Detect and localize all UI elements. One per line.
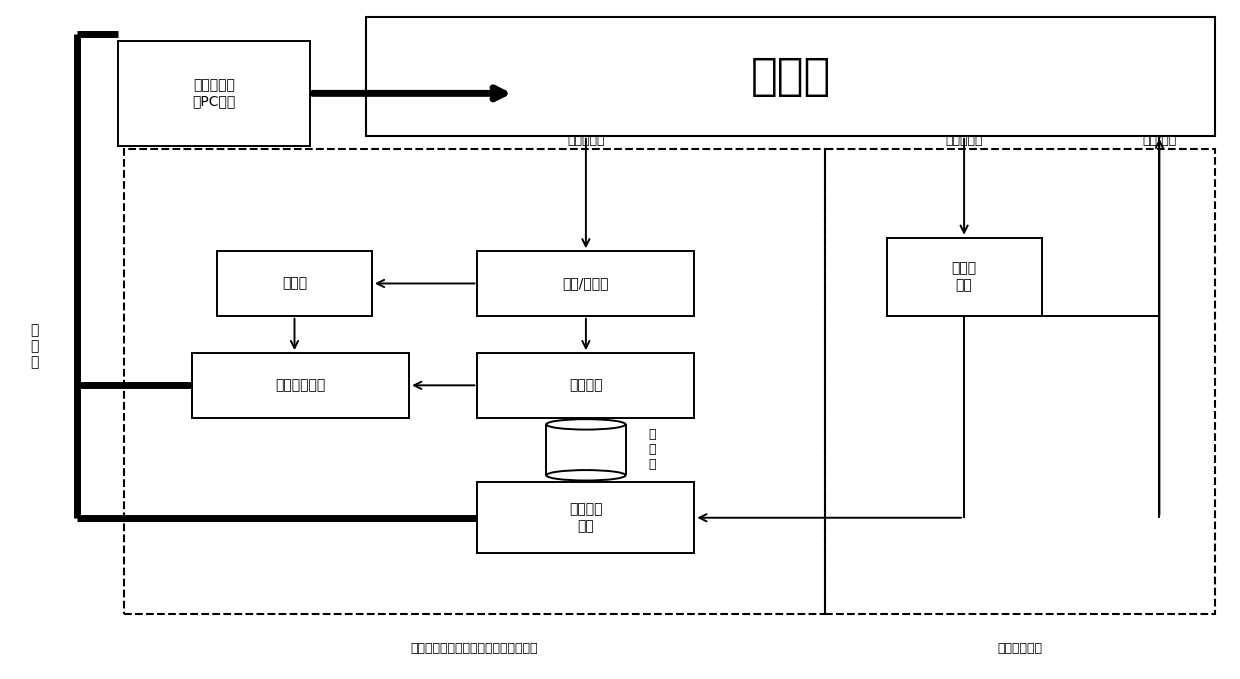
Bar [124, 149, 825, 614]
Text: 待测配电
终端: 待测配电 终端 [569, 502, 603, 533]
Text: 三相电
能表: 三相电 能表 [951, 261, 977, 292]
Bar [887, 238, 1042, 316]
Text: 以
太
网: 以 太 网 [31, 323, 38, 369]
Text: 互感器校验仪: 互感器校验仪 [275, 378, 326, 392]
Text: 小功率输出: 小功率输出 [945, 134, 983, 147]
Bar [217, 251, 372, 316]
Text: 一次互感器校验，一二次成套检测系统: 一次互感器校验，一二次成套检测系统 [410, 642, 538, 655]
Text: 大功率输出: 大功率输出 [567, 134, 605, 147]
Ellipse shape [547, 470, 626, 481]
Text: 功率源: 功率源 [751, 54, 831, 98]
Bar [477, 251, 694, 316]
Text: 升压/升流器: 升压/升流器 [563, 276, 609, 291]
Bar [118, 41, 310, 146]
Bar [366, 17, 1215, 136]
Text: 工作服务器
（PC机）: 工作服务器 （PC机） [192, 78, 236, 109]
Bar [192, 353, 409, 418]
Text: 二次检测系统: 二次检测系统 [997, 642, 1043, 655]
Bar [477, 353, 694, 418]
Bar [825, 149, 1215, 614]
Ellipse shape [547, 419, 626, 430]
Bar [477, 482, 694, 553]
Text: 航
空
缆: 航 空 缆 [649, 428, 656, 471]
Text: 互感器: 互感器 [281, 276, 308, 291]
Text: 开入/开出: 开入/开出 [1142, 134, 1177, 147]
Text: 高压开关: 高压开关 [569, 378, 603, 392]
